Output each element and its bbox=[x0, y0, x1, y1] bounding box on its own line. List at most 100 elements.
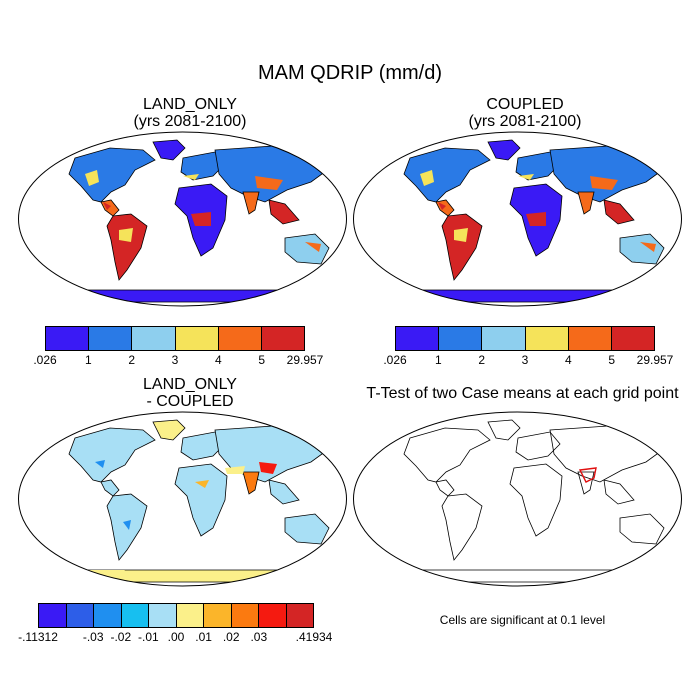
colorbar-swatch bbox=[525, 327, 569, 350]
landmass-india bbox=[577, 471, 595, 495]
map-value-patch bbox=[103, 202, 111, 210]
landmass-greenland bbox=[152, 419, 186, 441]
landmass-northAmerica bbox=[403, 147, 491, 203]
landmass-india bbox=[242, 471, 260, 495]
colorbar-swatch bbox=[39, 604, 67, 627]
landmass-seAsia bbox=[268, 199, 300, 225]
map-value-patch bbox=[518, 174, 534, 180]
landmass-seAsia bbox=[603, 479, 635, 505]
colorbar-swatch bbox=[132, 327, 176, 350]
panel-title-ttest: T-Test of two Case means at each grid po… bbox=[350, 385, 695, 402]
map-border bbox=[18, 411, 347, 587]
colorbar-label: 3 bbox=[521, 353, 529, 367]
landmass-southAmerica bbox=[441, 493, 483, 561]
landmass-greenland bbox=[487, 139, 521, 161]
panel-title-line2: (yrs 2081-2100) bbox=[133, 113, 247, 130]
colorbar-swatch bbox=[261, 327, 305, 350]
landmass-northAmerica bbox=[68, 427, 156, 483]
colorbar-label: -.02 bbox=[110, 630, 132, 644]
map-value-patch bbox=[295, 166, 315, 174]
colorbar-swatch bbox=[611, 327, 655, 350]
significance-note: Cells are significant at 0.1 level bbox=[439, 613, 606, 627]
colorbar-swatch bbox=[286, 604, 313, 627]
colorbar-label: .00 bbox=[167, 630, 185, 644]
map-value-patch bbox=[454, 228, 468, 242]
colorbar-swatch bbox=[149, 604, 177, 627]
colorbar-swatch bbox=[176, 604, 204, 627]
panel-title-line1: T-Test of two Case means at each grid po… bbox=[366, 385, 679, 402]
panel-title-land-only: LAND_ONLY (yrs 2081-2100) bbox=[35, 96, 345, 130]
colorbar-swatch bbox=[94, 604, 122, 627]
colorbar-label: .026 bbox=[33, 353, 57, 367]
map-value-patch bbox=[195, 480, 209, 488]
map-value-patch bbox=[191, 212, 211, 226]
colorbar-swatch bbox=[89, 327, 133, 350]
colorbar-swatches bbox=[38, 603, 314, 628]
map-value-patch bbox=[640, 242, 656, 252]
landmass-northAmerica bbox=[68, 147, 156, 203]
colorbar-labels: .026 1 2 3 4 5 29.957 bbox=[383, 353, 673, 369]
colorbar-label: 2 bbox=[478, 353, 485, 367]
colorbar-swatch bbox=[66, 604, 94, 627]
landmass-india bbox=[242, 191, 260, 215]
panel-title-line2: (yrs 2081-2100) bbox=[468, 113, 582, 130]
colorbar-land-only: .026 1 2 3 4 5 29.957 bbox=[33, 326, 323, 369]
colorbar-swatch bbox=[439, 327, 483, 350]
landmass-antarctica bbox=[48, 569, 316, 583]
colorbar-swatches bbox=[45, 326, 305, 351]
colorbar-label: .026 bbox=[383, 353, 407, 367]
panel-title-line1: COUPLED bbox=[486, 96, 564, 113]
map-difference bbox=[18, 411, 347, 587]
colorbar-labels: -.11312 -.03 -.02 -.01 .00 .01 .02 .03 .41934 bbox=[18, 630, 332, 646]
colorbar-label: 3 bbox=[171, 353, 179, 367]
colorbar-difference: -.11312 -.03 -.02 -.01 .00 .01 .02 .03 .41934 bbox=[18, 603, 332, 646]
colorbar-swatch bbox=[121, 604, 149, 627]
colorbar-label: 5 bbox=[608, 353, 615, 367]
landmass-antarctica bbox=[383, 289, 651, 303]
map-value-patch bbox=[85, 170, 99, 186]
significant-cells bbox=[578, 467, 597, 483]
colorbar-label: 29.957 bbox=[636, 353, 674, 367]
map-value-patch bbox=[123, 520, 131, 530]
map-ttest bbox=[353, 411, 682, 587]
panel-title-line1: LAND_ONLY bbox=[143, 96, 237, 113]
colorbar-swatch bbox=[204, 604, 232, 627]
map-value-patch bbox=[95, 460, 105, 468]
landmass-africa bbox=[174, 463, 228, 537]
colorbar-coupled: .026 1 2 3 4 5 29.957 bbox=[383, 326, 673, 369]
landmass-centralAmerica bbox=[435, 479, 455, 497]
colorbar-swatch bbox=[482, 327, 526, 350]
colorbar-label: .02 bbox=[222, 630, 240, 644]
colorbar-label: 29.957 bbox=[286, 353, 324, 367]
colorbar-label: .03 bbox=[250, 630, 268, 644]
map-coupled bbox=[353, 131, 682, 307]
map-value-patch bbox=[420, 170, 434, 186]
map-value-patch bbox=[255, 176, 283, 190]
colorbar-labels: .026 1 2 3 4 5 29.957 bbox=[33, 353, 323, 369]
panel-title-line1: LAND_ONLY bbox=[143, 376, 237, 393]
colorbar-label: .41934 bbox=[295, 630, 333, 644]
colorbar-label: 1 bbox=[84, 353, 92, 367]
landmass-northAmerica bbox=[403, 427, 491, 483]
map-value-patch bbox=[183, 174, 199, 180]
landmass-australia bbox=[284, 233, 330, 265]
map-value-patch bbox=[259, 462, 277, 474]
landmass-greenland bbox=[152, 139, 186, 161]
colorbar-label: -.01 bbox=[138, 630, 159, 644]
map-value-patch bbox=[305, 242, 321, 252]
colorbar-label: -.11312 bbox=[18, 630, 58, 644]
colorbar-label: 4 bbox=[564, 353, 572, 367]
map-ocean bbox=[353, 412, 682, 586]
map-value-patch bbox=[590, 176, 618, 190]
landmass-india bbox=[577, 191, 595, 215]
colorbar-label: 2 bbox=[128, 353, 135, 367]
panel-title-coupled: COUPLED (yrs 2081-2100) bbox=[370, 96, 680, 130]
colorbar-swatch bbox=[175, 327, 219, 350]
figure-title: MAM QDRIP (mm/d) bbox=[257, 62, 443, 84]
colorbar-swatch bbox=[259, 604, 287, 627]
colorbar-label: 5 bbox=[258, 353, 265, 367]
map-land-only bbox=[18, 131, 347, 307]
landmass-centralAmerica bbox=[100, 479, 120, 497]
panel-title-line2: - COUPLED bbox=[146, 393, 234, 410]
map-value-patch bbox=[119, 228, 133, 242]
